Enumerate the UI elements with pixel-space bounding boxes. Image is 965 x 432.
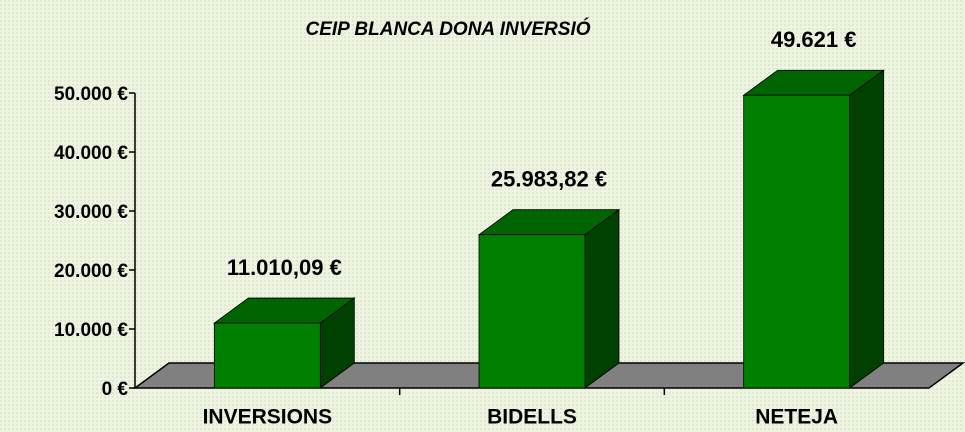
y-tick-label: 40.000 € (54, 143, 128, 164)
value-label: 25.983,82 € (491, 167, 607, 192)
x-tick-label: INVERSIONS (203, 406, 333, 429)
bar-side (849, 69, 885, 389)
bar (213, 322, 321, 389)
y-tick-label: 30.000 € (54, 202, 128, 223)
y-tick-label: 50.000 € (54, 84, 128, 105)
x-tick-label: NETEJA (755, 406, 838, 429)
y-tick-label: 10.000 € (54, 320, 128, 341)
chart-title: CEIP BLANCA DONA INVERSIÓ (305, 18, 590, 40)
x-tick-label: BIDELLS (487, 406, 577, 429)
y-tick-label: 20.000 € (54, 261, 128, 282)
value-label: 49.621 € (771, 27, 857, 52)
bar-side (584, 208, 620, 389)
value-label: 11.010,09 € (227, 255, 342, 280)
bar (743, 94, 851, 389)
y-tick-label: 0 € (102, 379, 129, 400)
bar (478, 234, 586, 389)
